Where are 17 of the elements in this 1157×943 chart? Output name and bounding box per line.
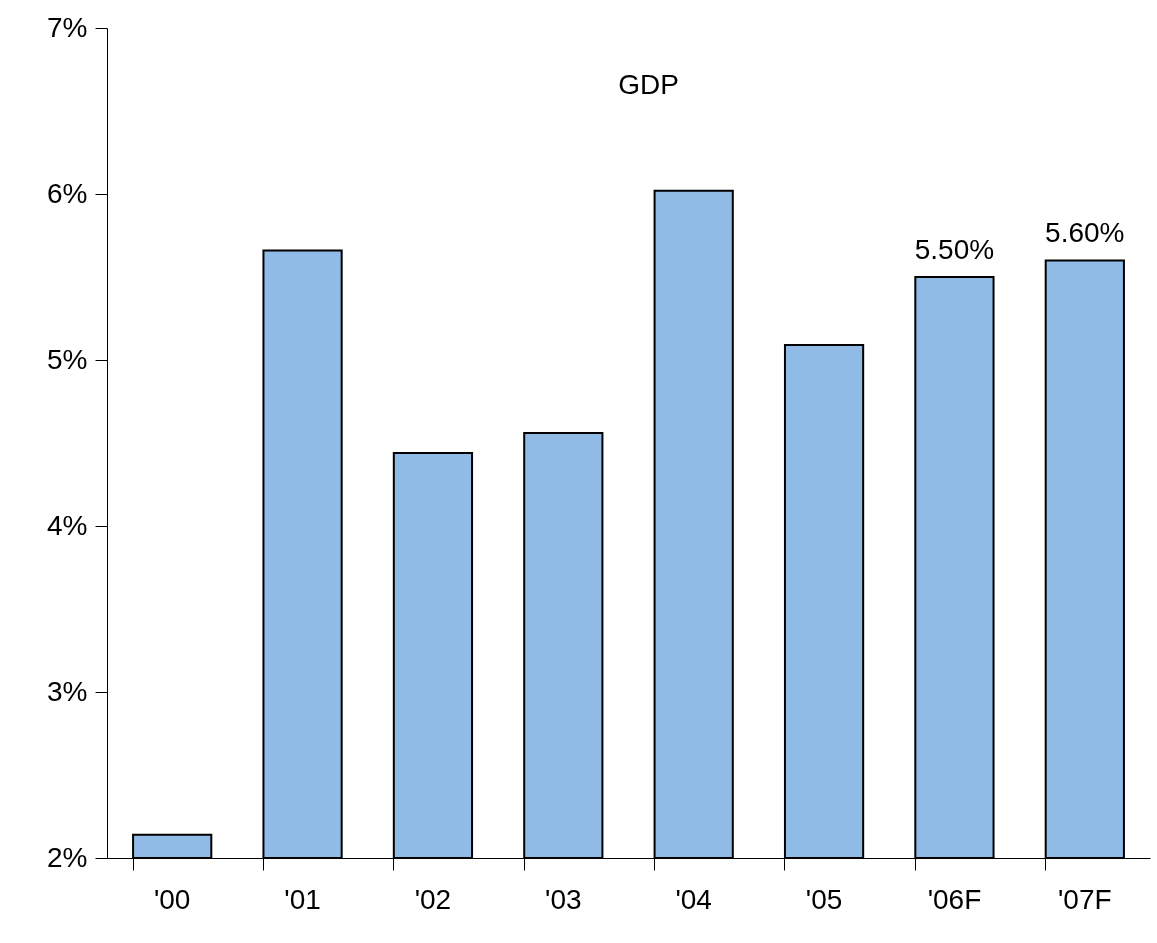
x-tick-label: '04 [675,883,712,915]
y-tick-label: 2% [47,841,88,873]
y-tick-label: 7% [47,11,88,43]
x-tick-label: '05 [805,883,843,915]
data-label: 5.60% [1045,217,1125,249]
y-tick-label: 4% [47,509,88,541]
text: GDP [618,69,679,100]
x-tick-label: '02 [414,883,452,915]
y-tick-label: 3% [47,675,88,707]
x-tick-label: '07F [1058,883,1112,915]
y-tick-label: 6% [47,177,88,209]
x-tick-label: '06F [927,883,982,915]
x-tick-label: '03 [545,883,582,915]
x-tick-label: '01 [284,883,321,915]
y-tick-label: 5% [47,343,88,375]
data-label: 5.50% [914,234,995,265]
x-tick-label: '00 [153,883,191,915]
